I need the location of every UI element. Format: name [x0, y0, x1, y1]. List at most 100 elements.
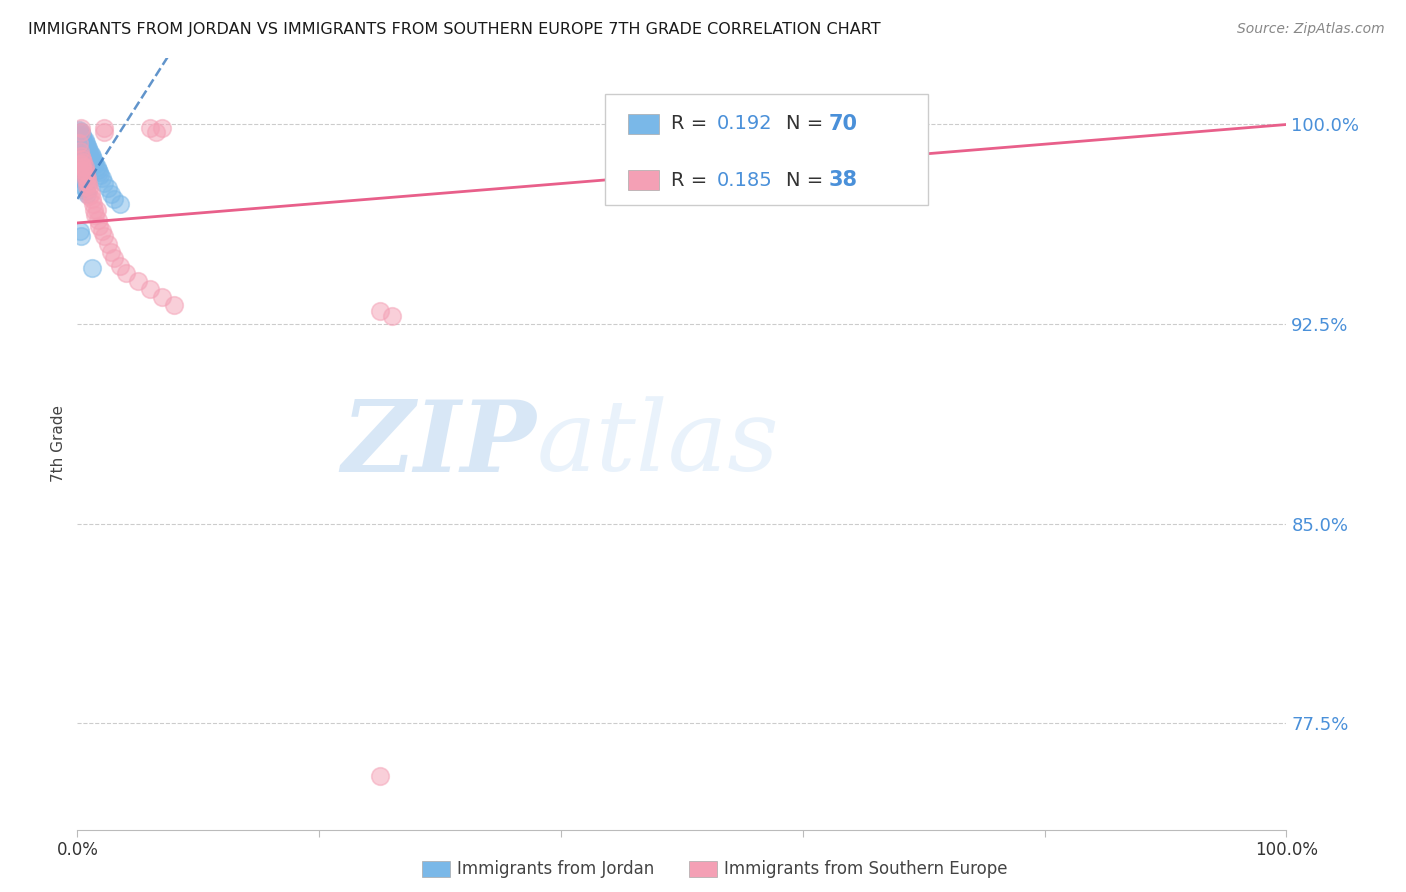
- Point: [76, 186, 98, 201]
- Point: [100, 186, 122, 201]
- Point: [67, 133, 90, 147]
- Point: [80, 149, 103, 163]
- Point: [108, 259, 131, 273]
- Point: [76, 170, 98, 185]
- Point: [70, 138, 93, 153]
- Text: ZIP: ZIP: [342, 395, 537, 492]
- Point: [90, 224, 112, 238]
- Point: [80, 192, 103, 206]
- Point: [368, 303, 391, 318]
- Point: [73, 144, 96, 158]
- Point: [70, 152, 93, 166]
- Point: [75, 165, 97, 179]
- Point: [381, 309, 404, 323]
- Point: [87, 219, 110, 233]
- Text: atlas: atlas: [537, 396, 779, 491]
- Point: [114, 267, 136, 281]
- Point: [69, 224, 91, 238]
- Text: R =: R =: [671, 170, 713, 190]
- Point: [72, 162, 94, 177]
- Point: [73, 181, 96, 195]
- Point: [84, 157, 107, 171]
- Text: N =: N =: [786, 114, 830, 134]
- Point: [90, 170, 112, 185]
- Point: [72, 154, 94, 169]
- Point: [69, 130, 91, 145]
- Point: [69, 160, 91, 174]
- Point: [70, 146, 93, 161]
- Point: [69, 126, 91, 140]
- Text: IMMIGRANTS FROM JORDAN VS IMMIGRANTS FROM SOUTHERN EUROPE 7TH GRADE CORRELATION : IMMIGRANTS FROM JORDAN VS IMMIGRANTS FRO…: [28, 22, 880, 37]
- Point: [79, 154, 101, 169]
- Point: [72, 130, 94, 145]
- Point: [75, 184, 97, 198]
- Point: [75, 136, 97, 150]
- Point: [87, 162, 110, 177]
- Point: [73, 149, 96, 163]
- Point: [93, 229, 115, 244]
- Point: [93, 121, 115, 136]
- Point: [73, 168, 96, 182]
- Point: [70, 141, 93, 155]
- Point: [150, 290, 173, 304]
- Point: [70, 170, 93, 185]
- Point: [84, 208, 107, 222]
- Point: [80, 154, 103, 169]
- Point: [67, 128, 90, 142]
- Point: [86, 202, 108, 217]
- Point: [75, 141, 97, 155]
- Point: [67, 157, 90, 171]
- Point: [80, 261, 103, 276]
- Point: [96, 181, 118, 195]
- Point: [70, 168, 93, 182]
- Point: [79, 149, 101, 163]
- Point: [79, 144, 101, 158]
- Point: [93, 126, 115, 140]
- Point: [70, 157, 93, 171]
- Point: [139, 282, 162, 296]
- Point: [75, 152, 97, 166]
- Point: [70, 126, 93, 140]
- Text: Source: ZipAtlas.com: Source: ZipAtlas.com: [1237, 22, 1385, 37]
- Point: [79, 189, 101, 203]
- Point: [103, 192, 125, 206]
- Point: [108, 197, 131, 211]
- Point: [73, 176, 96, 190]
- Text: 0.185: 0.185: [717, 170, 773, 190]
- Point: [77, 141, 100, 155]
- Point: [72, 141, 94, 155]
- Text: N =: N =: [786, 170, 830, 190]
- Point: [70, 128, 93, 142]
- Text: 70: 70: [828, 114, 858, 134]
- Point: [86, 160, 108, 174]
- Point: [79, 186, 101, 201]
- Point: [79, 181, 101, 195]
- Text: 0.192: 0.192: [717, 114, 773, 134]
- Point: [139, 121, 162, 136]
- Point: [83, 202, 105, 217]
- Point: [72, 152, 94, 166]
- Point: [70, 133, 93, 147]
- Point: [77, 146, 100, 161]
- Point: [70, 149, 93, 163]
- Point: [70, 121, 93, 136]
- Point: [67, 136, 90, 150]
- Point: [79, 146, 101, 161]
- Point: [67, 152, 90, 166]
- Point: [73, 138, 96, 153]
- Point: [368, 769, 391, 783]
- Point: [87, 213, 110, 227]
- Point: [82, 197, 104, 211]
- Point: [70, 144, 93, 158]
- Point: [73, 160, 96, 174]
- Point: [75, 146, 97, 161]
- Text: 38: 38: [828, 170, 858, 190]
- Point: [76, 178, 98, 193]
- Point: [70, 165, 93, 179]
- Point: [163, 298, 186, 312]
- Point: [72, 146, 94, 161]
- Y-axis label: 7th Grade: 7th Grade: [51, 405, 66, 483]
- Point: [70, 126, 93, 140]
- Point: [79, 152, 101, 166]
- Point: [69, 136, 91, 150]
